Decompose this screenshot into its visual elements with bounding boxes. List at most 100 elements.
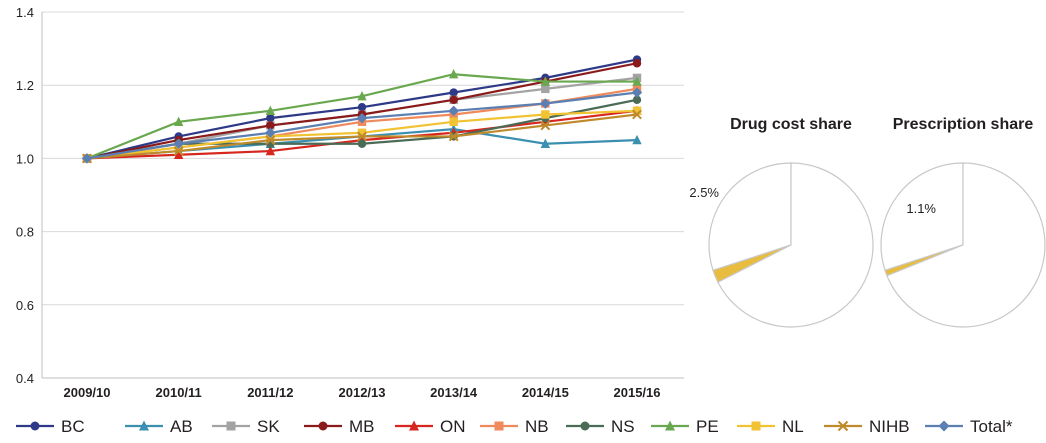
series-nihb — [82, 109, 642, 164]
y-tick-label: 0.4 — [16, 371, 34, 386]
pie-title: Prescription share — [893, 116, 1034, 133]
pie-slice — [880, 162, 964, 272]
data-point-nihb — [448, 131, 459, 142]
legend: BC AB SK MB ON NB NS PE NL NIHB Total* — [16, 417, 1013, 436]
legend-label: NB — [525, 417, 549, 436]
pie-slice-label: 2.5% — [689, 185, 719, 200]
legend-item-ab: AB — [125, 417, 193, 436]
legend-label: BC — [61, 417, 85, 436]
legend-item-pe: PE — [651, 417, 719, 436]
legend-label: NIHB — [869, 417, 910, 436]
legend-marker — [318, 421, 328, 431]
legend-label: AB — [170, 417, 193, 436]
legend-label: NL — [782, 417, 804, 436]
data-point-total — [356, 112, 368, 124]
data-point-total — [540, 98, 551, 109]
data-point-nihb — [357, 131, 367, 142]
legend-item-nb: NB — [480, 417, 549, 436]
legend-label: ON — [440, 417, 466, 436]
data-point-nl — [357, 128, 367, 137]
data-point-nihb — [173, 146, 184, 156]
data-point-nl — [449, 117, 458, 126]
legend-marker — [139, 420, 149, 431]
data-point-bc — [449, 88, 458, 97]
series-total — [81, 87, 643, 164]
y-tick-label: 0.6 — [16, 298, 34, 313]
y-gridlines: 0.4 0.6 0.8 1.0 1.2 1.4 — [16, 5, 684, 386]
data-point-total — [81, 153, 93, 164]
legend-marker — [226, 421, 236, 431]
y-tick-label: 1.4 — [16, 5, 34, 20]
pie-slice — [708, 162, 792, 272]
data-point-mb — [632, 59, 642, 68]
data-point-nihb-stroke — [632, 109, 642, 120]
data-point-nl — [541, 110, 550, 119]
data-point-mb — [449, 95, 458, 105]
data-point-ns — [357, 139, 367, 148]
data-point-ab — [540, 138, 551, 148]
data-point-pe — [448, 69, 459, 79]
data-point-ab — [632, 134, 642, 145]
pie-slice — [717, 162, 874, 328]
pie-title: Drug cost share — [730, 116, 852, 133]
pie-drug-cost-share: Drug cost share 2.5% — [689, 116, 874, 328]
data-point-total — [173, 138, 184, 149]
data-point-nihb — [540, 120, 551, 131]
legend-marker — [494, 421, 504, 431]
legend-label: SK — [257, 417, 280, 436]
data-point-on — [265, 145, 276, 156]
legend-item-bc: BC — [16, 417, 85, 436]
x-tick-label: 2013/14 — [430, 385, 478, 400]
data-point-on — [173, 149, 184, 159]
x-tick-label: 2012/13 — [339, 385, 386, 400]
data-point-mb — [266, 121, 275, 130]
data-point-nihb-stroke — [448, 131, 459, 142]
data-point-bc — [266, 113, 275, 123]
legend-marker — [665, 420, 675, 431]
data-point-nihb — [265, 135, 276, 146]
x-tick-label: 2014/15 — [522, 385, 569, 400]
y-tick-label: 1.0 — [16, 151, 34, 166]
data-point-sk — [541, 84, 550, 94]
legend-label: MB — [349, 417, 375, 436]
legend-marker — [751, 421, 761, 431]
legend-item-nihb: NIHB — [824, 417, 910, 436]
data-point-pe — [540, 76, 551, 86]
data-point-pe — [632, 76, 642, 86]
data-point-nihb-stroke — [357, 131, 367, 142]
y-tick-label: 1.2 — [16, 78, 34, 93]
data-point-ns — [632, 95, 642, 105]
legend-marker — [938, 420, 950, 432]
data-point-nihb-stroke — [173, 146, 184, 156]
legend-marker — [837, 420, 849, 432]
data-point-total — [631, 87, 643, 98]
legend-label: PE — [696, 417, 719, 436]
data-point-pe — [265, 105, 276, 116]
data-point-pe — [173, 116, 184, 126]
data-point-bc — [357, 102, 367, 112]
x-tick-labels: 2009/10 2010/11 2011/12 2012/13 2013/14 2014/… — [64, 385, 661, 400]
y-tick-label: 0.8 — [16, 225, 34, 240]
data-point-total — [265, 127, 276, 138]
data-point-nihb — [632, 109, 642, 120]
pie-slice — [886, 162, 1046, 328]
x-tick-label: 2009/10 — [64, 385, 111, 400]
legend-item-mb: MB — [304, 417, 375, 436]
legend-marker-stroke — [837, 420, 849, 432]
legend-marker — [30, 421, 40, 431]
data-point-pe — [357, 90, 367, 101]
legend-marker — [409, 420, 419, 431]
data-point-nl — [632, 106, 642, 116]
legend-item-on: ON — [395, 417, 466, 436]
legend-item-sk: SK — [212, 417, 280, 436]
legend-item-nl: NL — [737, 417, 804, 436]
x-tick-label: 2015/16 — [614, 385, 661, 400]
x-tick-label: 2010/11 — [156, 385, 202, 400]
legend-item-total: Total* — [925, 417, 1013, 436]
data-point-nihb-stroke — [265, 135, 276, 146]
x-tick-label: 2011/12 — [247, 385, 293, 400]
pie-prescription-share: Prescription share 1.1% — [880, 116, 1046, 328]
pie-slice-label: 1.1% — [906, 201, 936, 216]
